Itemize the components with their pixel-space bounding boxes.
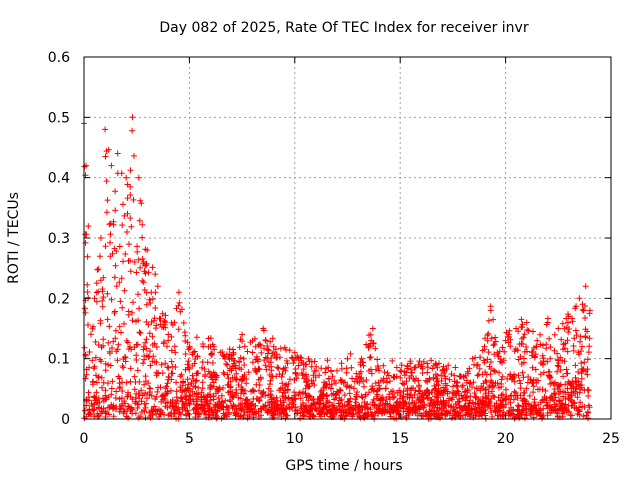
plot-frame: [83, 56, 612, 420]
x-tick-label: 0: [80, 431, 89, 447]
chart-title: Day 082 of 2025, Rate Of TEC Index for r…: [159, 20, 528, 36]
y-tick-label: 0.1: [48, 352, 70, 368]
x-tick-labels: 0 5 10 15 20 25: [80, 431, 620, 447]
x-tick-label: 25: [602, 431, 620, 447]
x-tick-label: 20: [497, 431, 515, 447]
y-tick-label: 0.5: [48, 110, 70, 126]
x-tick-label: 10: [286, 431, 304, 447]
roti-markers: [81, 114, 593, 422]
y-tick-label: 0: [61, 412, 70, 428]
y-tick-label: 0.6: [48, 50, 70, 66]
y-axis-label: ROTI / TECUs: [6, 192, 22, 284]
x-axis-label: GPS time / hours: [285, 458, 402, 474]
y-tick-labels: 0 0.1 0.2 0.3 0.4 0.5 0.6: [48, 50, 70, 428]
data-points: [81, 114, 593, 422]
x-tick-label: 15: [391, 431, 409, 447]
y-tick-label: 0.2: [48, 291, 70, 307]
y-tick-label: 0.3: [48, 231, 70, 247]
y-tick-label: 0.4: [48, 171, 70, 187]
x-tick-label: 5: [185, 431, 194, 447]
